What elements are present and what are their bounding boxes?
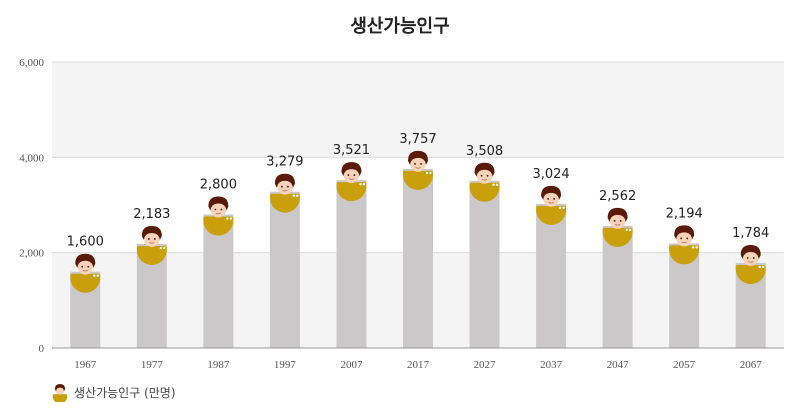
x-tick-label: 2007: [340, 359, 363, 371]
data-label: 1,600: [67, 235, 104, 250]
x-tick-label: 1977: [141, 359, 164, 371]
y-tick-label: 0: [39, 343, 45, 355]
y-tick-label: 6,000: [19, 57, 44, 69]
y-tick-label: 4,000: [19, 152, 44, 164]
data-label: 3,279: [266, 155, 303, 170]
bar: [536, 203, 567, 348]
axes: 0 2,000 4,000 6,000 1967 1977 1987 1997 2007 2017…: [19, 57, 784, 371]
bar: [469, 180, 500, 348]
data-label: 3,757: [399, 132, 436, 147]
data-label: 1,784: [732, 226, 769, 241]
data-label: 2,562: [599, 189, 636, 204]
bars: 1,600 2,183 2,800 3,279 3,521 3,757 3,508 3,024…: [67, 132, 769, 348]
x-tick-label: 2057: [673, 359, 696, 371]
data-label: 2,194: [666, 206, 703, 221]
x-tick-label: 2017: [407, 359, 430, 371]
x-tick-label: 1967: [74, 359, 97, 371]
x-tick-label: 1997: [274, 359, 297, 371]
x-tick-label: 2067: [740, 359, 763, 371]
bar: [336, 180, 367, 348]
data-label: 2,800: [200, 178, 237, 193]
bar: [203, 214, 234, 348]
y-tick-label: 2,000: [19, 248, 44, 260]
data-label: 3,521: [333, 143, 370, 158]
data-label: 2,183: [133, 207, 170, 222]
grid-band: [52, 62, 784, 158]
x-tick-label: 2037: [540, 359, 563, 371]
legend-label: 생산가능인구 (만명): [74, 385, 176, 400]
bar: [403, 168, 433, 348]
data-label: 3,508: [466, 144, 503, 159]
legend: 생산가능인구 (만명): [52, 382, 176, 402]
x-tick-label: 2027: [474, 359, 497, 371]
person-icon: [52, 384, 68, 402]
x-tick-label: 1987: [207, 359, 230, 371]
data-label: 3,024: [532, 167, 569, 182]
chart-title: 생산가능인구: [350, 16, 450, 37]
bar: [269, 191, 300, 348]
x-tick-label: 2047: [607, 359, 630, 371]
